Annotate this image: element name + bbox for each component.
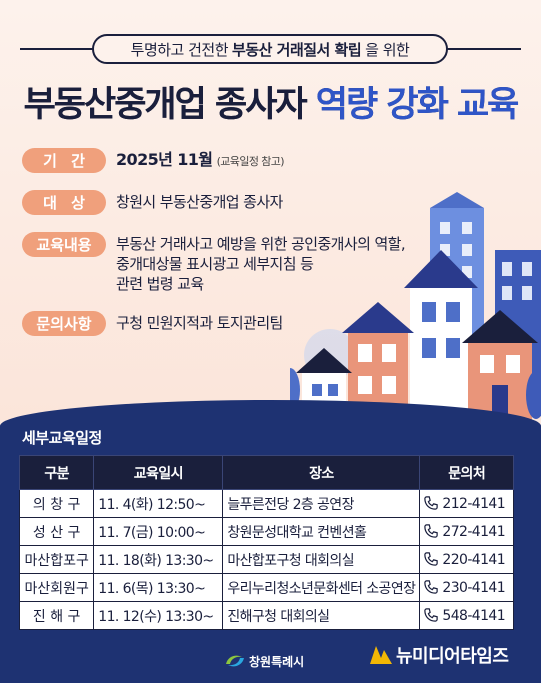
tag-char: 기 — [43, 152, 57, 170]
newmedia-n-icon — [370, 646, 392, 664]
info-tag-target: 대 상 — [22, 190, 106, 215]
table-row: 마산회원구 11. 6(목) 13:30~ 우리누리청소년문화센터 소공연장 2… — [18, 573, 514, 602]
title-main: 부동산중개업 종사자 — [23, 85, 308, 125]
info-tag-period: 기 간 — [22, 148, 106, 173]
period-value: 2025년 11월 — [116, 150, 213, 169]
phone-number: 272-4141 — [442, 523, 506, 540]
phone-number: 548-4141 — [442, 607, 506, 624]
info-text-period: 2025년 11월 (교육일정 참고) — [116, 148, 285, 172]
tag-char: 상 — [71, 194, 85, 212]
phone-icon — [424, 607, 439, 622]
header-datetime: 교육일시 — [93, 455, 224, 490]
cell-district: 진 해 구 — [18, 601, 95, 630]
table-row: 마산합포구 11. 18(화) 13:30~ 마산합포구청 대회의실 220-4… — [18, 545, 514, 574]
cell-district: 성 산 구 — [18, 517, 95, 546]
subtitle-pill: 투명하고 건전한 부동산 거래질서 확립 을 위한 — [92, 34, 448, 64]
content-line: 부동산 거래사고 예방을 위한 공인중개사의 역할, — [116, 235, 406, 253]
schedule-title: 세부교육일정 — [22, 429, 102, 447]
phone-icon — [424, 523, 439, 538]
phone-number: 230-4141 — [442, 579, 506, 596]
changwon-logo-text: 창원특례시 — [249, 654, 305, 669]
cell-district: 마산회원구 — [18, 573, 95, 602]
info-text-contact: 구청 민원지적과 토지관리팀 — [116, 314, 283, 332]
subtitle-post: 을 위한 — [365, 40, 410, 59]
cell-datetime: 11. 12(수) 13:30~ — [93, 601, 224, 630]
cell-place: 늘푸른전당 2층 공연장 — [222, 489, 421, 518]
subtitle-pre: 투명하고 건전한 — [130, 40, 229, 59]
cell-datetime: 11. 6(목) 13:30~ — [93, 573, 224, 602]
content-line: 관련 법령 교육 — [116, 275, 204, 293]
cell-contact: 230-4141 — [419, 573, 514, 602]
cell-place: 진해구청 대회의실 — [222, 601, 421, 630]
cell-district: 의 창 구 — [18, 489, 95, 518]
title-accent: 역량 강화 교육 — [315, 85, 520, 125]
cell-contact: 272-4141 — [419, 517, 514, 546]
cell-district: 마산합포구 — [18, 545, 95, 574]
table-row: 의 창 구 11. 4(화) 12:50~ 늘푸른전당 2층 공연장 212-4… — [18, 489, 514, 518]
header-contact: 문의처 — [419, 455, 514, 490]
cell-place: 창원문성대학교 컨벤션홀 — [222, 517, 421, 546]
info-target: 대 상 창원시 부동산중개업 종사자 — [22, 190, 283, 215]
newmedia-logo: 뉴미디어타임즈 — [368, 642, 509, 668]
phone-icon — [424, 551, 439, 566]
info-content: 교육내용 부동산 거래사고 예방을 위한 공인중개사의 역할, 중개대상물 표시… — [22, 232, 406, 294]
cell-datetime: 11. 4(화) 12:50~ — [93, 489, 224, 518]
info-text-content: 부동산 거래사고 예방을 위한 공인중개사의 역할, 중개대상물 표시광고 세부… — [116, 232, 406, 294]
phone-icon — [424, 495, 439, 510]
header-place: 장소 — [222, 455, 421, 490]
cell-datetime: 11. 18(화) 13:30~ — [93, 545, 224, 574]
cell-place: 우리누리청소년문화센터 소공연장 — [222, 573, 421, 602]
cell-contact: 220-4141 — [419, 545, 514, 574]
table-header-row: 구분 교육일시 장소 문의처 — [18, 455, 514, 490]
cell-contact: 548-4141 — [419, 601, 514, 630]
cell-contact: 212-4141 — [419, 489, 514, 518]
cell-datetime: 11. 7(금) 10:00~ — [93, 517, 224, 546]
phone-number: 220-4141 — [442, 551, 506, 568]
tag-char: 간 — [71, 152, 85, 170]
city-buildings-illustration — [290, 192, 541, 420]
newmedia-logo-text: 뉴미디어타임즈 — [396, 646, 509, 667]
period-note: (교육일정 참고) — [216, 155, 285, 168]
info-tag-content: 교육내용 — [22, 232, 106, 257]
info-period: 기 간 2025년 11월 (교육일정 참고) — [22, 148, 285, 173]
table-row: 진 해 구 11. 12(수) 13:30~ 진해구청 대회의실 548-414… — [18, 601, 514, 630]
info-contact: 문의사항 구청 민원지적과 토지관리팀 — [22, 311, 283, 336]
changwon-emblem-icon — [226, 655, 244, 667]
page-title: 부동산중개업 종사자 역량 강화 교육 — [0, 76, 541, 126]
tag-char: 대 — [43, 194, 57, 212]
schedule-table: 구분 교육일시 장소 문의처 의 창 구 11. 4(화) 12:50~ 늘푸른… — [18, 455, 514, 630]
changwon-logo: 창원특례시 — [224, 652, 304, 670]
info-tag-contact: 문의사항 — [22, 311, 106, 336]
info-text-target: 창원시 부동산중개업 종사자 — [116, 193, 283, 211]
cell-place: 마산합포구청 대회의실 — [222, 545, 421, 574]
subtitle-bold: 부동산 거래질서 확립 — [232, 40, 362, 59]
content-line: 중개대상물 표시광고 세부지침 등 — [116, 255, 314, 273]
header-district: 구분 — [18, 455, 95, 490]
table-row: 성 산 구 11. 7(금) 10:00~ 창원문성대학교 컨벤션홀 272-4… — [18, 517, 514, 546]
phone-icon — [424, 579, 439, 594]
phone-number: 212-4141 — [442, 495, 506, 512]
